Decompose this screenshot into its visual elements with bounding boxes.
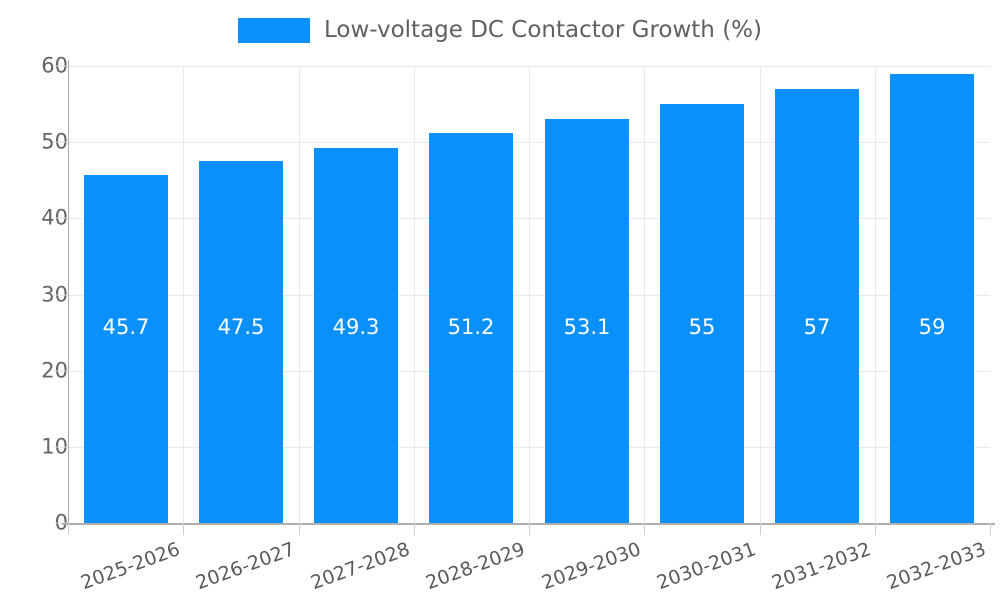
bar-value-label: 55 bbox=[688, 314, 716, 339]
bar[interactable]: 55 bbox=[660, 104, 744, 523]
bar[interactable]: 59 bbox=[890, 73, 974, 523]
x-axis-tick-label: 2025-2026 bbox=[77, 538, 183, 595]
x-axis-tick-label: 2027-2028 bbox=[308, 538, 413, 595]
x-axis-tick-label: 2029-2030 bbox=[538, 538, 644, 595]
y-axis-tick-mark bbox=[54, 446, 68, 448]
y-axis-tick-mark bbox=[54, 217, 68, 219]
x-axis-tick-label: 2028-2029 bbox=[423, 538, 529, 595]
bar-value-label: 49.3 bbox=[332, 314, 380, 339]
x-axis-tick-mark bbox=[299, 523, 300, 535]
gridline-vertical bbox=[644, 66, 645, 523]
gridline-vertical bbox=[529, 66, 530, 523]
bar-value-label: 51.2 bbox=[447, 314, 495, 339]
bar-value-label: 53.1 bbox=[563, 314, 611, 339]
bar[interactable]: 47.5 bbox=[199, 161, 283, 523]
x-axis-tick-mark bbox=[990, 523, 991, 535]
y-axis-tick-mark bbox=[54, 522, 68, 524]
x-axis-tick-mark bbox=[183, 523, 184, 535]
y-axis-tick-mark bbox=[54, 65, 68, 67]
legend-color-swatch[interactable] bbox=[238, 17, 310, 43]
chart-legend: Low-voltage DC Contactor Growth (%) bbox=[0, 12, 1000, 48]
x-axis-tick-label: 2031-2032 bbox=[769, 538, 874, 595]
bar[interactable]: 53.1 bbox=[545, 118, 629, 523]
x-axis-tick-label: 2026-2027 bbox=[192, 538, 298, 595]
x-axis-line bbox=[62, 523, 995, 525]
x-axis-tick-mark bbox=[760, 523, 761, 535]
x-axis-tick-label: 2030-2031 bbox=[653, 538, 759, 595]
legend-label: Low-voltage DC Contactor Growth (%) bbox=[324, 16, 762, 43]
y-axis-tick-mark bbox=[54, 294, 68, 295]
gridline-vertical bbox=[299, 66, 300, 523]
bar-value-label: 57 bbox=[803, 314, 831, 339]
x-axis-tick-mark bbox=[644, 523, 645, 535]
gridline-vertical bbox=[183, 66, 184, 523]
x-axis-tick-mark bbox=[414, 523, 415, 535]
gridline-vertical bbox=[414, 66, 415, 523]
plot-area: 45.7 47.5 49.3 51.2 53.1 55 57 59 bbox=[68, 66, 990, 524]
x-axis-tick-mark bbox=[529, 523, 530, 535]
x-axis-tick-mark bbox=[875, 523, 876, 535]
y-axis: 0102030405060 bbox=[0, 0, 68, 600]
bar[interactable]: 45.7 bbox=[84, 174, 168, 523]
bar-value-label: 45.7 bbox=[102, 314, 150, 339]
bar[interactable]: 49.3 bbox=[314, 147, 398, 523]
x-axis-tick-label: 2032-2033 bbox=[884, 538, 990, 595]
y-axis-tick-mark bbox=[54, 141, 68, 143]
bar[interactable]: 51.2 bbox=[429, 133, 513, 523]
y-axis-tick-mark bbox=[54, 370, 68, 372]
bar-value-label: 47.5 bbox=[217, 314, 265, 339]
gridline-vertical bbox=[875, 66, 876, 523]
gridline-vertical bbox=[760, 66, 761, 523]
bar-value-label: 59 bbox=[918, 314, 946, 339]
y-axis-line bbox=[68, 60, 69, 524]
x-axis-tick-mark bbox=[68, 523, 69, 535]
bar[interactable]: 57 bbox=[775, 88, 859, 523]
